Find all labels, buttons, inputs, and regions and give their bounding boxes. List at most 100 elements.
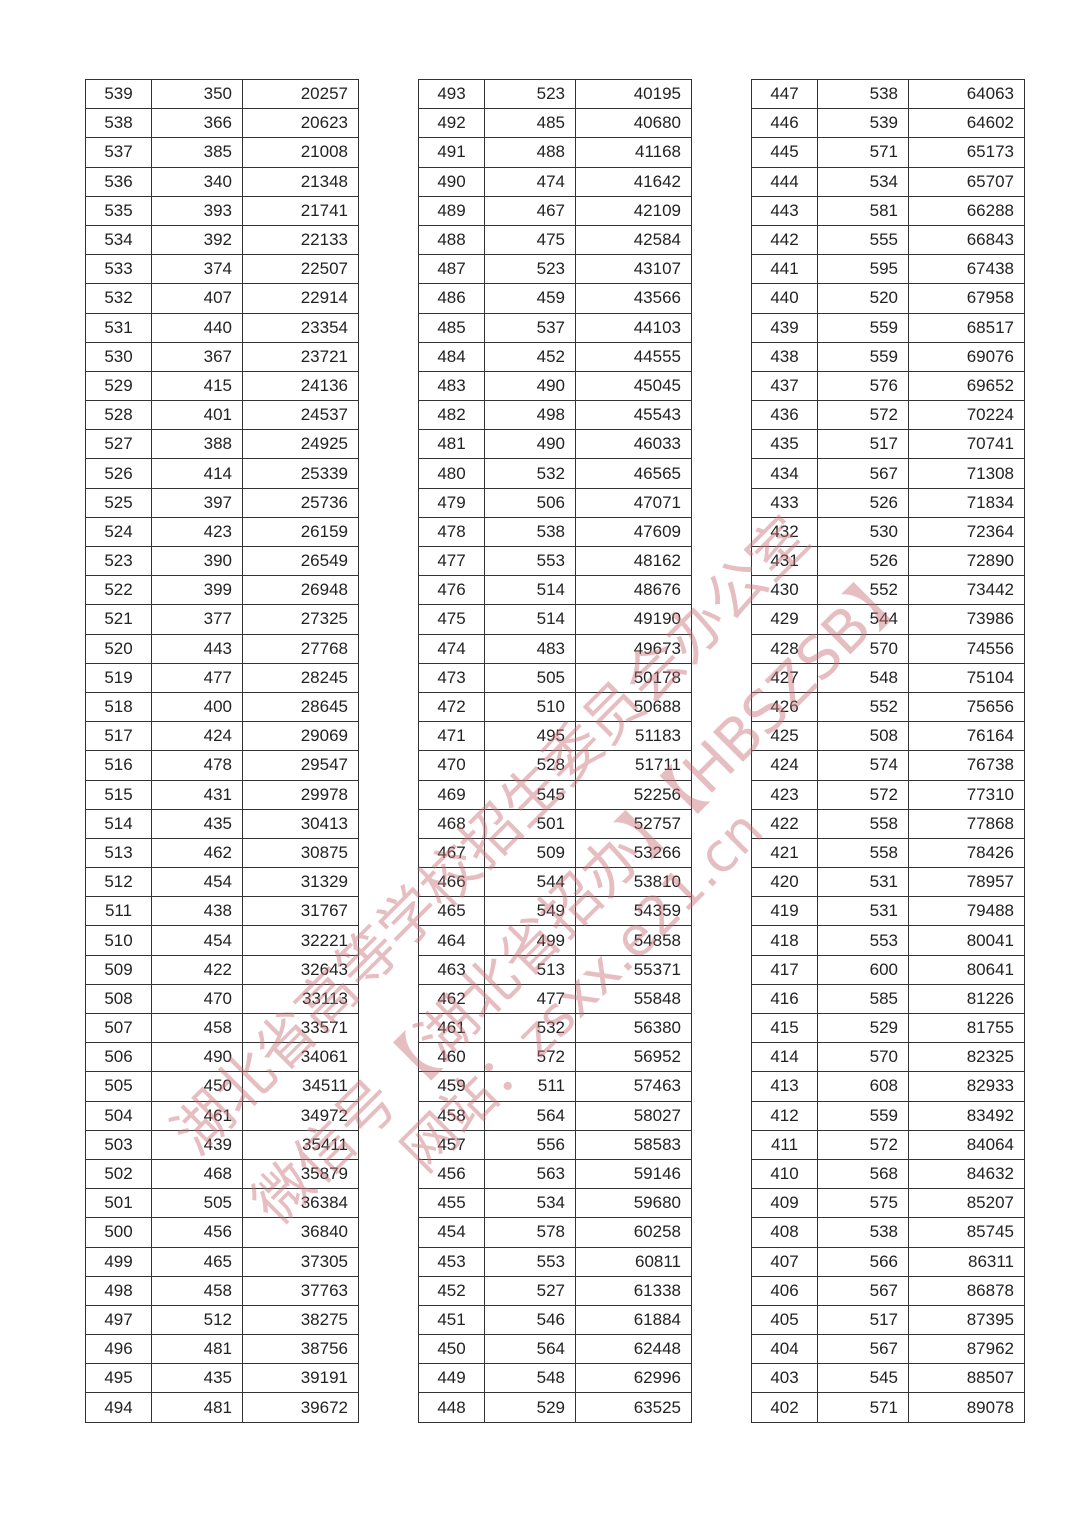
table-cell: 78957	[908, 867, 1025, 898]
table-cell: 439	[751, 312, 818, 343]
table-row: 471 495 51183	[418, 721, 692, 752]
table-row: 538 366 20623	[85, 108, 359, 139]
table-cell: 575	[817, 1188, 909, 1219]
table-cell: 531	[817, 867, 909, 898]
table-cell: 420	[751, 867, 818, 898]
table-cell: 497	[85, 1304, 152, 1336]
table-row: 537 385 21008	[85, 137, 359, 168]
table-cell: 492	[418, 108, 485, 139]
table-row: 435 517 70741	[751, 429, 1025, 460]
table-cell: 34061	[242, 1042, 359, 1073]
table-cell: 548	[484, 1363, 576, 1394]
table-row: 512 454 31329	[85, 867, 359, 898]
table-row: 514 435 30413	[85, 808, 359, 839]
table-cell: 71308	[908, 458, 1025, 489]
table-cell: 466	[418, 867, 485, 898]
score-table-2: 493 523 40195 492 485 40680 491 488 41168 490 474 4…	[418, 78, 692, 1423]
table-row: 487 523 43107	[418, 254, 692, 285]
table-row: 507 458 33571	[85, 1012, 359, 1044]
table-cell: 535	[85, 195, 152, 226]
table-cell: 465	[151, 1246, 243, 1277]
table-cell: 54359	[575, 896, 692, 927]
table-row: 478 538 47609	[418, 516, 692, 548]
table-cell: 424	[151, 721, 243, 752]
table-cell: 469	[418, 779, 485, 810]
table-cell: 43107	[575, 254, 692, 285]
table-cell: 38275	[242, 1304, 359, 1336]
table-cell: 413	[751, 1071, 818, 1102]
table-cell: 397	[151, 487, 243, 518]
table-cell: 55848	[575, 983, 692, 1015]
table-cell: 454	[151, 867, 243, 898]
table-cell: 435	[151, 808, 243, 839]
table-cell: 578	[484, 1217, 576, 1248]
table-cell: 44103	[575, 312, 692, 343]
table-cell: 485	[484, 108, 576, 139]
table-cell: 33571	[242, 1012, 359, 1044]
table-cell: 498	[85, 1275, 152, 1306]
table-cell: 24537	[242, 400, 359, 431]
table-cell: 507	[85, 1012, 152, 1044]
table-cell: 26948	[242, 575, 359, 606]
table-cell: 488	[418, 224, 485, 256]
table-cell: 431	[151, 779, 243, 810]
table-cell: 32221	[242, 925, 359, 956]
table-cell: 548	[817, 662, 909, 693]
table-cell: 552	[817, 691, 909, 723]
table-cell: 446	[751, 108, 818, 139]
table-cell: 555	[817, 224, 909, 256]
table-cell: 374	[151, 254, 243, 285]
table-cell: 532	[484, 1012, 576, 1044]
table-cell: 74556	[908, 633, 1025, 664]
table-cell: 538	[484, 516, 576, 548]
table-cell: 539	[85, 78, 152, 110]
table-cell: 523	[85, 545, 152, 577]
table-cell: 556	[484, 1129, 576, 1160]
table-cell: 503	[85, 1129, 152, 1160]
table-cell: 60811	[575, 1246, 692, 1277]
table-cell: 474	[484, 166, 576, 197]
table-row: 463 513 55371	[418, 954, 692, 985]
table-cell: 506	[484, 487, 576, 518]
table-cell: 567	[817, 1275, 909, 1306]
table-cell: 445	[751, 137, 818, 168]
table-row: 486 459 43566	[418, 283, 692, 314]
table-cell: 39191	[242, 1363, 359, 1394]
table-cell: 444	[751, 166, 818, 197]
table-row: 522 399 26948	[85, 575, 359, 606]
table-row: 472 510 50688	[418, 691, 692, 723]
table-cell: 510	[85, 925, 152, 956]
table-cell: 75104	[908, 662, 1025, 693]
table-cell: 527	[484, 1275, 576, 1306]
table-cell: 462	[151, 837, 243, 869]
table-cell: 28645	[242, 691, 359, 723]
table-row: 466 544 53810	[418, 867, 692, 898]
table-cell: 513	[85, 837, 152, 869]
table-row: 423 572 77310	[751, 779, 1025, 810]
table-cell: 458	[151, 1275, 243, 1306]
table-cell: 77310	[908, 779, 1025, 810]
table-cell: 34511	[242, 1071, 359, 1102]
table-row: 505 450 34511	[85, 1071, 359, 1102]
table-cell: 409	[751, 1188, 818, 1219]
table-cell: 59680	[575, 1188, 692, 1219]
table-cell: 385	[151, 137, 243, 168]
table-cell: 43566	[575, 283, 692, 314]
table-cell: 491	[418, 137, 485, 168]
table-row: 418 553 80041	[751, 925, 1025, 956]
table-cell: 488	[484, 137, 576, 168]
table-cell: 44555	[575, 341, 692, 372]
table-row: 531 440 23354	[85, 312, 359, 343]
table-row: 427 548 75104	[751, 662, 1025, 693]
table-cell: 453	[418, 1246, 485, 1277]
score-table-1: 539 350 20257 538 366 20623 537 385 21008 536 340 2…	[85, 78, 359, 1423]
table-cell: 24136	[242, 370, 359, 402]
table-row: 430 552 73442	[751, 575, 1025, 606]
table-cell: 33113	[242, 983, 359, 1015]
table-cell: 47609	[575, 516, 692, 548]
table-cell: 512	[151, 1304, 243, 1336]
table-row: 510 454 32221	[85, 925, 359, 956]
table-cell: 525	[85, 487, 152, 518]
table-cell: 46565	[575, 458, 692, 489]
table-cell: 35411	[242, 1129, 359, 1160]
